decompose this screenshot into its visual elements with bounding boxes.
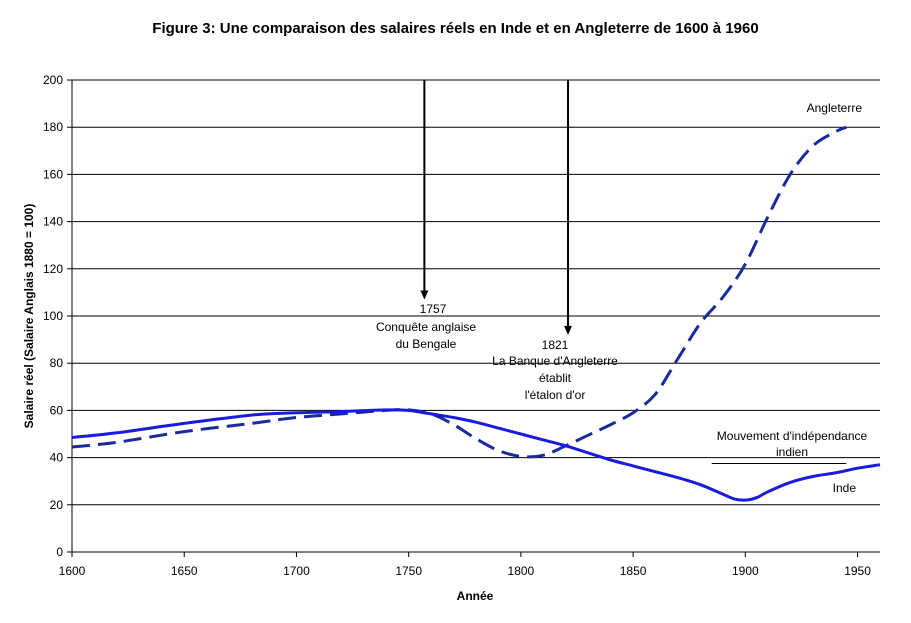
y-tick-label-60: 60 [50,403,64,417]
x-tick-label-1850: 1850 [620,564,647,578]
y-tick-label-160: 160 [43,167,63,181]
axes [67,79,880,557]
annotation-1757-line2: du Bengale [396,337,457,351]
series-line-angleterre [71,125,847,459]
annotation-1821-year: 1821 [542,338,569,352]
y-tick-label-180: 180 [43,120,63,134]
series-line-inde [71,408,881,502]
y-tick-label-120: 120 [43,262,63,276]
series-label-inde: Inde [833,481,857,495]
y-tick-label-80: 80 [50,356,64,370]
annotations-layer: 1757 Conquête anglaise du Bengale 1821 L… [376,80,868,495]
annotation-1757-year: 1757 [420,302,447,316]
tick-labels: 0 20 40 60 80 100 120 140 160 180 200 1600 1650 1700 1… [43,73,871,578]
x-axis-label: Année [457,589,494,603]
x-tick-label-1600: 1600 [59,564,86,578]
y-tick-label-20: 20 [50,498,64,512]
y-tick-label-200: 200 [43,73,63,87]
y-tick-label-0: 0 [56,545,63,559]
x-tick-label-1950: 1950 [844,564,871,578]
series-label-angleterre: Angleterre [807,101,863,115]
annotation-1821-line3: l'étalon d'or [525,388,586,402]
x-tick-label-1900: 1900 [732,564,759,578]
annotation-1821-line2: établit [539,371,572,385]
independence-line2: indien [776,445,808,459]
arrowhead-1821 [564,325,573,335]
x-tick-label-1800: 1800 [508,564,535,578]
y-tick-label-100: 100 [43,309,63,323]
series-layer [71,125,881,502]
annotation-1757-line1: Conquête anglaise [376,320,476,334]
independence-line1: Mouvement d'indépendance [717,429,868,443]
x-tick-label-1650: 1650 [171,564,198,578]
chart-title: Figure 3: Une comparaison des salaires r… [152,20,759,37]
y-tick-label-40: 40 [50,451,64,465]
y-tick-label-140: 140 [43,215,63,229]
x-tick-label-1750: 1750 [395,564,422,578]
y-axis-label: Salaire réel (Salaire Anglais 1880 = 100… [22,204,36,429]
x-tick-label-1700: 1700 [283,564,310,578]
annotation-1821-line1: La Banque d'Angleterre [492,354,618,368]
grid-lines [72,79,880,506]
arrowhead-1757 [420,290,429,300]
